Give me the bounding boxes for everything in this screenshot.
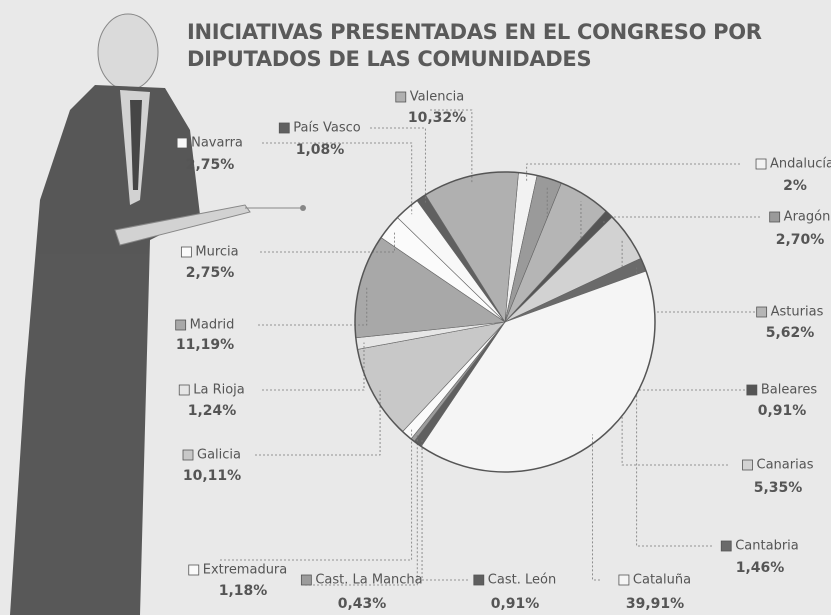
legend-swatch [720, 540, 732, 552]
value-label: 10,11% [183, 468, 241, 484]
category-label: Extremadura [203, 563, 288, 578]
category-label: País Vasco [293, 121, 361, 136]
value-label: 1,24% [188, 403, 237, 419]
value-label: 1,08% [296, 142, 345, 158]
leader-line [621, 240, 728, 466]
chart-title: DIPUTADOS DE LAS COMUNIDADES [187, 47, 591, 71]
leader-line [262, 142, 413, 215]
legend-swatch [473, 574, 485, 586]
category-label: Cataluña [633, 573, 691, 588]
category-label: Aragón [784, 210, 831, 225]
category-label: Asturias [771, 305, 824, 320]
leader-line [305, 434, 418, 586]
value-label: 39,91% [626, 596, 684, 612]
legend-swatch [742, 459, 753, 471]
value-label: 0,91% [491, 596, 540, 612]
legend-swatch [278, 122, 290, 134]
legend-swatch [188, 564, 200, 576]
leader-line [526, 163, 740, 182]
leader-line [370, 127, 426, 204]
value-label: 1,18% [219, 583, 268, 599]
legend-swatch [769, 211, 781, 223]
pie-outline [354, 171, 656, 473]
category-label: Madrid [190, 318, 235, 333]
leader-line [258, 287, 368, 326]
category-label: Navarra [191, 136, 243, 151]
leader-line [255, 390, 381, 456]
value-label: 5,35% [754, 480, 803, 496]
category-label: Cast. León [488, 573, 556, 588]
legend-swatch [180, 246, 192, 258]
category-label: Murcia [195, 245, 238, 260]
leader-line [421, 437, 468, 581]
leader-line [592, 434, 600, 581]
legend-swatch [395, 91, 407, 103]
value-label: 2,75% [186, 265, 235, 281]
leader-line [260, 231, 395, 253]
category-label: Baleares [761, 383, 818, 398]
category-label: Canarias [757, 458, 814, 473]
value-label: 2,70% [776, 232, 825, 248]
leader-line [430, 109, 473, 184]
value-label: 5,62% [766, 325, 815, 341]
legend-swatch [746, 384, 758, 396]
value-label: 2% [783, 178, 807, 194]
legend-swatch [756, 306, 768, 318]
category-label: Cast. La Mancha [315, 573, 422, 588]
legend-swatch [618, 574, 630, 586]
category-label: Galicia [197, 448, 241, 463]
value-label: 10,32% [408, 110, 466, 126]
value-label: 0,91% [758, 403, 807, 419]
category-label: Cantabria [735, 539, 799, 554]
value-label: 2,75% [186, 157, 235, 173]
category-label: Andalucía [770, 157, 831, 172]
category-label: La Rioja [193, 383, 245, 398]
legend-swatch [178, 384, 190, 396]
value-label: 0,43% [338, 596, 387, 612]
speaker-illustration [10, 13, 306, 615]
value-label: 1,46% [736, 560, 785, 576]
legend-swatch [176, 137, 188, 149]
category-label: Valencia [410, 90, 464, 105]
legend-swatch [300, 574, 312, 586]
legend-swatch [182, 449, 194, 461]
legend-swatch [755, 158, 767, 170]
leader-line [262, 342, 365, 391]
leader-line [546, 185, 760, 218]
chart-title: INICIATIVAS PRESENTADAS EN EL CONGRESO P… [187, 20, 762, 44]
value-label: 11,19% [176, 337, 234, 353]
legend-swatch [175, 319, 187, 331]
